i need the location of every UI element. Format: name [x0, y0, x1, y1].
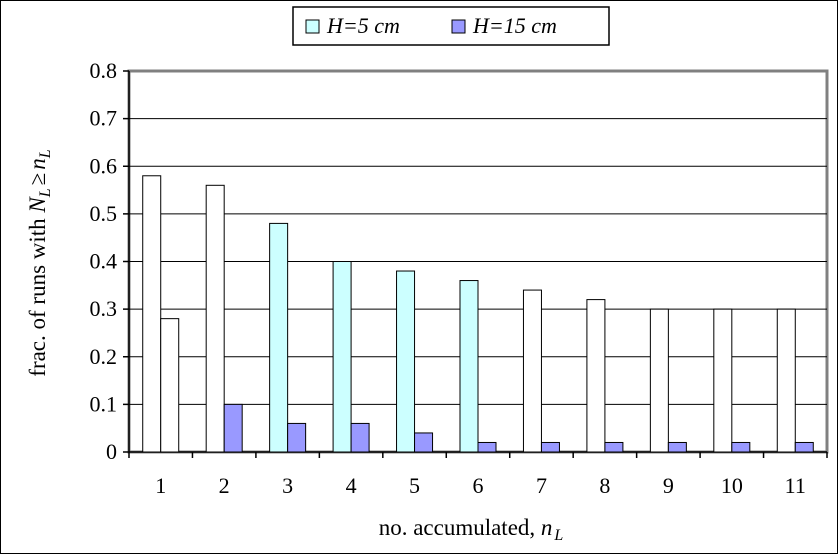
x-axis-label-var: n: [541, 515, 553, 540]
y-tick-label: 0.1: [90, 391, 118, 416]
legend-swatch-h15: [451, 19, 466, 34]
x-tick-label: 10: [721, 473, 743, 498]
y-axis: 0 0.1 0.2 0.3 0.4 0.5 0.6 0.7 0.8: [90, 58, 130, 464]
bars: [142, 175, 814, 453]
bar-h5: [332, 261, 352, 453]
bar-h15: [414, 432, 434, 453]
y-axis-label-var1: N: [25, 196, 50, 214]
x-tick-label: 8: [599, 473, 610, 498]
y-tick-label: 0: [106, 439, 117, 464]
x-tick-label: 9: [663, 473, 674, 498]
x-tick-label: 6: [473, 473, 484, 498]
y-tick-label: 0.3: [90, 296, 118, 321]
bar-h15: [223, 403, 243, 453]
y-axis-label-sub2: L: [37, 149, 54, 159]
y-tick-label: 0.8: [90, 58, 118, 83]
bar-h15: [794, 441, 814, 453]
legend-label-h5: H=5 cm: [326, 13, 400, 38]
bar-h5: [522, 289, 542, 453]
bar-h5: [396, 270, 416, 453]
y-tick-label: 0.7: [90, 106, 118, 131]
bar-h5: [649, 308, 669, 453]
bar-h15: [540, 441, 560, 453]
bar-h5: [142, 175, 162, 453]
bar-h15: [287, 422, 307, 453]
bar-h15: [731, 441, 751, 453]
y-tick-label: 0.4: [90, 249, 118, 274]
bar-h15: [477, 441, 497, 453]
y-axis-label-sub1: L: [37, 188, 54, 198]
y-axis-label-var2: n: [25, 158, 50, 170]
x-axis-label-main: no. accumulated,: [379, 515, 541, 540]
x-tick-label: 4: [346, 473, 357, 498]
y-tick-label: 0.2: [90, 344, 118, 369]
x-tick-label: 1: [155, 473, 166, 498]
x-tick-label: 5: [409, 473, 420, 498]
y-tick-label: 0.6: [90, 153, 118, 178]
bar-h5: [269, 222, 289, 453]
y-axis-label-main: frac. of runs with: [25, 213, 50, 377]
x-axis-label-sub: L: [553, 527, 563, 544]
bar-h5: [459, 280, 479, 453]
legend: H=5 cm H=15 cm: [292, 6, 610, 46]
legend-box: [292, 6, 610, 46]
legend-label-h15: H=15 cm: [472, 13, 557, 38]
bar-h15: [160, 318, 180, 453]
x-axis: 1 2 3 4 5 6 7 8 9 10 11: [128, 451, 828, 498]
y-axis-label-op: ≥: [25, 173, 50, 186]
y-tick-label: 0.5: [90, 201, 118, 226]
x-tick-label: 11: [785, 473, 806, 498]
bar-h15: [604, 441, 624, 453]
bar-h5: [713, 308, 733, 453]
bar-h5: [776, 308, 796, 453]
bar-h5: [586, 299, 606, 453]
x-tick-label: 7: [536, 473, 547, 498]
y-axis-label: frac. of runs with NL≥nL: [25, 149, 54, 377]
x-tick-label: 3: [282, 473, 293, 498]
x-tick-label: 2: [219, 473, 230, 498]
bar-h15: [667, 441, 687, 453]
legend-swatch-h5: [305, 19, 320, 34]
bar-h15: [350, 422, 370, 453]
bar-h5: [205, 184, 225, 453]
